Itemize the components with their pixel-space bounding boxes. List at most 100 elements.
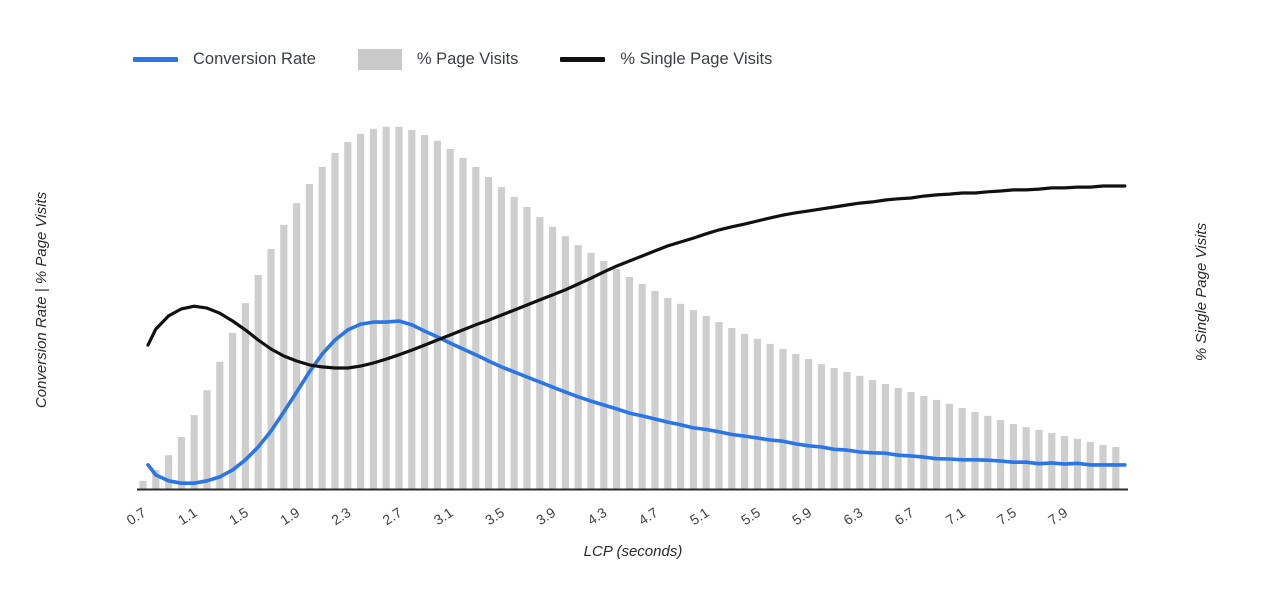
bar — [357, 133, 365, 490]
bar — [408, 130, 416, 489]
bar — [190, 415, 198, 489]
x-tick-label: 7.9 — [1045, 504, 1070, 528]
bar — [792, 354, 800, 489]
bar — [382, 126, 390, 490]
bar — [741, 333, 749, 489]
bar — [369, 128, 377, 490]
bar — [651, 291, 659, 489]
x-tick-label: 1.1 — [175, 504, 200, 528]
bar — [561, 236, 569, 489]
bar — [549, 226, 557, 490]
x-tick-label: 2.3 — [328, 504, 353, 528]
bar — [203, 390, 211, 489]
legend-item-conversion-rate: Conversion Rate — [133, 50, 316, 69]
bar — [869, 380, 877, 489]
bar — [421, 135, 429, 489]
x-tick-label: 5.9 — [789, 504, 814, 528]
legend-item-single-page-visits: % Single Page Visits — [560, 50, 772, 69]
bar — [229, 333, 237, 489]
x-axis-tick-labels: 0.7 1.1 1.5 1.9 2.3 2.7 3.1 3.5 3.9 4.3 4.7 5.1 5.5 5… — [124, 504, 1071, 528]
bar — [1009, 424, 1017, 489]
bar — [881, 384, 889, 489]
bar — [1099, 445, 1107, 489]
x-tick-label: 1.9 — [277, 504, 302, 528]
bar — [753, 338, 761, 489]
bar — [856, 375, 864, 489]
bar — [395, 126, 403, 490]
x-tick-label: 4.3 — [584, 504, 609, 528]
legend-label: Conversion Rate — [193, 49, 316, 68]
bar — [971, 412, 979, 489]
bar — [305, 184, 313, 489]
x-tick-label: 3.5 — [482, 504, 507, 528]
bar — [152, 469, 160, 489]
series-lines — [146, 184, 1127, 486]
bar — [446, 149, 454, 489]
bar — [830, 368, 838, 489]
bar — [241, 303, 249, 489]
bar — [600, 261, 608, 489]
bar — [318, 166, 326, 489]
x-tick-label: 4.7 — [636, 504, 661, 528]
bar — [843, 371, 851, 489]
bar — [997, 420, 1005, 489]
bar — [1022, 427, 1030, 489]
x-tick-label: 6.7 — [892, 504, 917, 528]
bar — [1035, 429, 1043, 489]
page-visits-bars — [139, 126, 1120, 490]
single-page-visits-line-swatch-icon — [560, 56, 606, 62]
bar — [702, 315, 710, 489]
bar — [933, 399, 941, 489]
x-tick-label: 7.5 — [994, 504, 1019, 528]
x-tick-label: 1.5 — [226, 504, 251, 528]
x-tick-label: 6.3 — [840, 504, 865, 528]
bar — [1048, 433, 1056, 489]
bar — [139, 480, 147, 489]
bar — [587, 252, 595, 489]
x-tick-label: 2.7 — [380, 504, 405, 528]
bar — [433, 140, 441, 490]
legend-label: % Single Page Visits — [620, 49, 773, 68]
legend-label: % Page Visits — [416, 49, 519, 68]
bar — [625, 277, 633, 489]
x-tick-label: 5.5 — [738, 504, 763, 528]
bar — [945, 403, 953, 489]
bar — [766, 343, 774, 489]
y-axis-right-title: % Single Page Visits — [1193, 222, 1210, 361]
y-axis-left-title: Conversion Rate | % Page Visits — [33, 191, 50, 408]
bar — [536, 217, 544, 489]
bar — [1112, 447, 1120, 489]
bar — [267, 249, 275, 489]
bar — [331, 152, 339, 489]
conversion-rate-line-swatch-icon — [133, 56, 178, 62]
bar — [817, 364, 825, 489]
bar — [485, 177, 493, 489]
bar — [664, 298, 672, 489]
bar — [293, 203, 301, 489]
bar — [958, 408, 966, 489]
bar — [779, 349, 787, 489]
x-tick-label: 3.1 — [431, 504, 456, 528]
bar — [254, 275, 262, 489]
bar — [177, 436, 185, 489]
bar — [497, 187, 505, 489]
bar — [574, 245, 582, 489]
bar — [907, 392, 915, 489]
bar — [920, 396, 928, 489]
bar — [715, 322, 723, 489]
bar — [472, 166, 480, 489]
bar — [523, 207, 531, 489]
bar — [894, 387, 902, 489]
bar — [613, 268, 621, 489]
bar — [984, 415, 992, 489]
bar — [165, 455, 173, 489]
conversion-rate-line — [146, 319, 1127, 486]
legend: Conversion Rate % Page Visits % Single P… — [133, 46, 814, 72]
bar — [805, 359, 813, 489]
x-tick-label: 0.7 — [124, 504, 149, 528]
x-tick-label: 7.1 — [943, 504, 968, 528]
bar — [510, 196, 518, 489]
page-visits-box-swatch-icon — [357, 48, 402, 70]
bar — [638, 284, 646, 489]
